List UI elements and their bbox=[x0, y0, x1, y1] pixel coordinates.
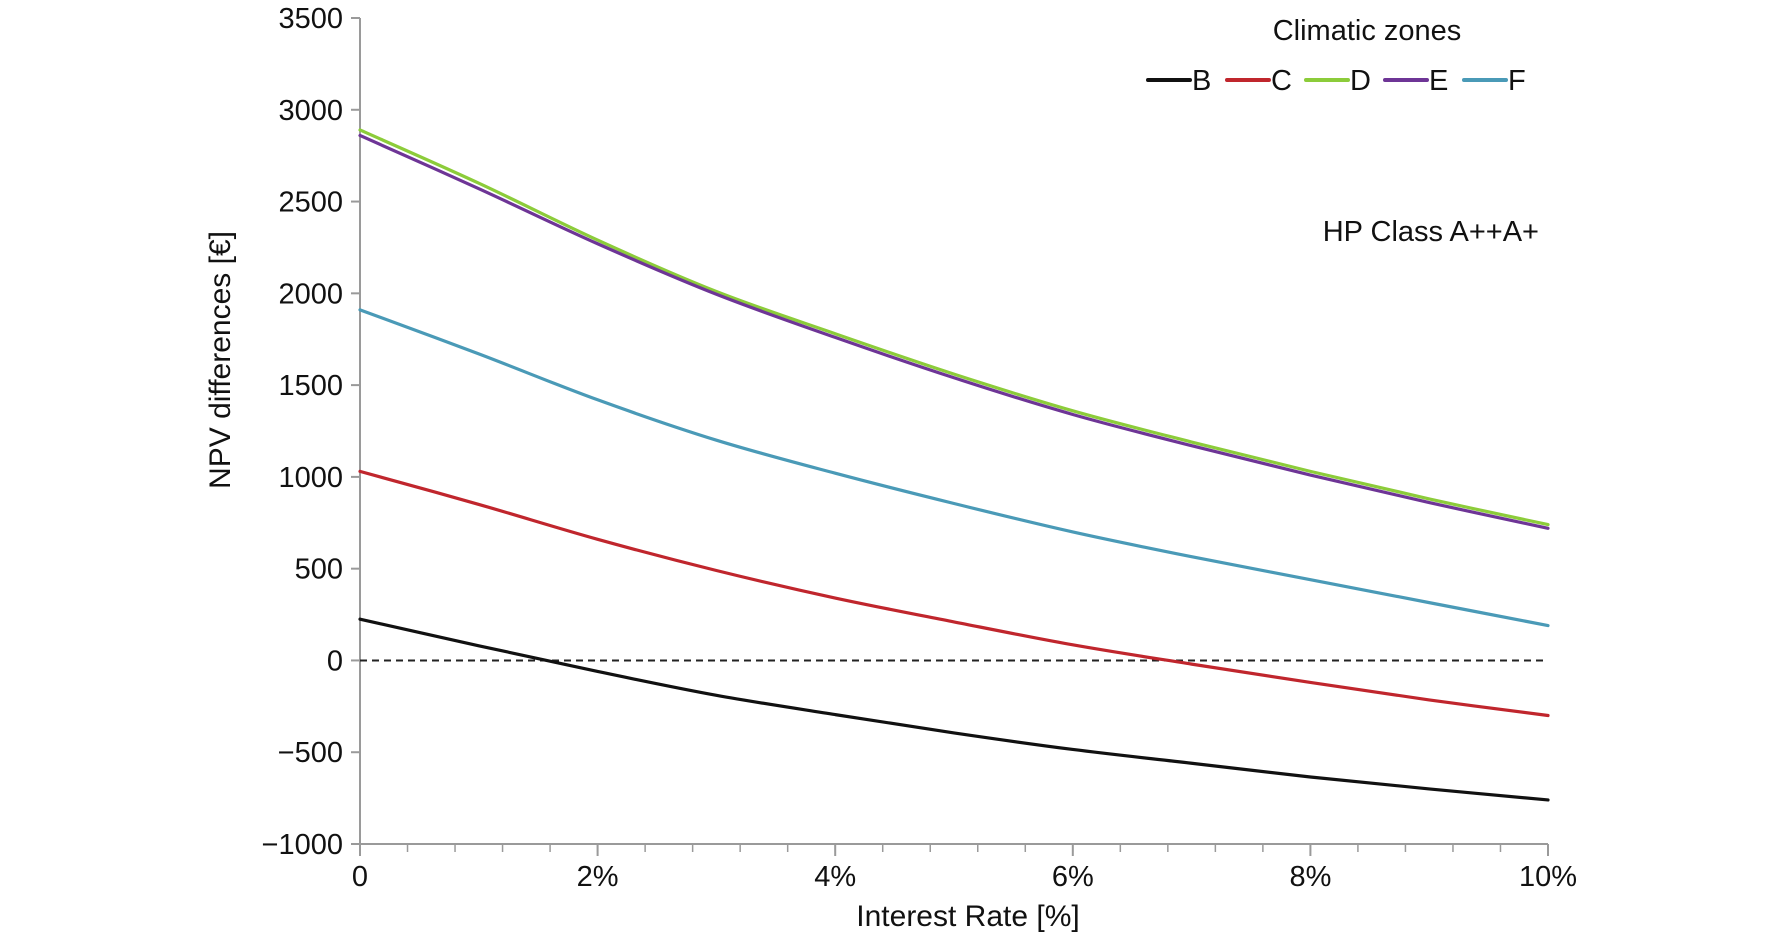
y-tick-label: 3500 bbox=[278, 3, 343, 35]
y-tick-label: 3000 bbox=[278, 95, 343, 127]
legend-label-b: B bbox=[1192, 65, 1211, 97]
axes: −1000 −500 0 500 1000 1500 2000 2500 3000 3500 0 2%… bbox=[262, 3, 1577, 893]
y-tick-label: 1000 bbox=[278, 462, 343, 494]
y-axis-title: NPV differences [€] bbox=[204, 231, 237, 489]
legend-label-c: C bbox=[1271, 65, 1292, 97]
x-axis-title: Interest Rate [%] bbox=[856, 900, 1079, 933]
legend-label-f: F bbox=[1508, 65, 1526, 97]
y-tick-label: 2000 bbox=[278, 278, 343, 310]
series-line-b bbox=[358, 617, 1550, 802]
x-tick-label: 10% bbox=[1519, 861, 1577, 893]
y-tick-label: 1500 bbox=[278, 370, 343, 402]
legend-label-d: D bbox=[1350, 65, 1371, 97]
y-tick-label: 2500 bbox=[278, 187, 343, 219]
x-tick-label: 4% bbox=[814, 861, 856, 893]
legend: Climatic zones B C D E F bbox=[1146, 15, 1526, 97]
y-tick-label: −500 bbox=[278, 737, 343, 769]
x-tick-label: 6% bbox=[1052, 861, 1094, 893]
series-line-e bbox=[358, 133, 1550, 530]
series-line-d bbox=[358, 128, 1550, 527]
x-tick-label: 0 bbox=[352, 861, 368, 893]
y-tick-label: 0 bbox=[327, 645, 343, 677]
hp-class-annotation: HP Class A++A+ bbox=[1323, 216, 1539, 248]
y-tick-label: −1000 bbox=[262, 829, 343, 861]
series-line-f bbox=[358, 308, 1550, 628]
series-lines bbox=[358, 128, 1550, 802]
x-tick-label: 2% bbox=[577, 861, 619, 893]
legend-title: Climatic zones bbox=[1273, 15, 1462, 47]
series-line-c bbox=[358, 469, 1550, 718]
legend-label-e: E bbox=[1429, 65, 1448, 97]
y-tick-label: 500 bbox=[295, 554, 343, 586]
x-tick-label: 8% bbox=[1289, 861, 1331, 893]
